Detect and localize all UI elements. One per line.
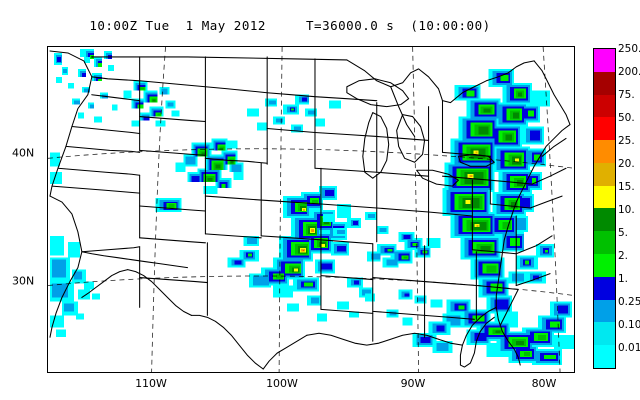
map-canvas bbox=[48, 47, 574, 372]
precipitation-field bbox=[49, 48, 574, 366]
colorbar-band-50 bbox=[594, 117, 615, 141]
precip-baja-pacific bbox=[49, 152, 100, 338]
y-tick-30n: 30N bbox=[12, 274, 35, 288]
colorbar-band-250 bbox=[594, 49, 615, 72]
colorbar-band-001 bbox=[594, 345, 615, 368]
lat-lon-gridlines bbox=[48, 47, 574, 372]
x-tick-110w: 110W bbox=[135, 377, 167, 390]
colorbar-band-10 bbox=[594, 208, 615, 232]
colorbar-label-5: 5. bbox=[618, 227, 629, 239]
colorbar-band-010 bbox=[594, 322, 615, 346]
colorbar-label-250: 250. bbox=[618, 43, 640, 55]
x-tick-100w: 100W bbox=[266, 377, 298, 390]
colorbar-band-2 bbox=[594, 254, 615, 277]
colorbar-label-010: 0.10 bbox=[618, 319, 640, 331]
x-tick-90w: 90W bbox=[400, 377, 426, 390]
colorbar-band-75 bbox=[594, 94, 615, 118]
colorbar-label-1: 1. bbox=[618, 273, 629, 285]
precip-ohio-valley bbox=[346, 231, 441, 298]
colorbar-label-10: 10. bbox=[618, 204, 635, 216]
precip-colorado-rockies bbox=[155, 138, 244, 212]
precip-midwest-scattered bbox=[247, 94, 443, 326]
colorbar-label-15: 15. bbox=[618, 181, 635, 193]
precip-kansas-oklahoma-convection bbox=[227, 186, 351, 298]
colorbar-label-20: 20. bbox=[618, 158, 635, 170]
precip-pacific-northwest bbox=[53, 48, 118, 123]
colorbar-band-20 bbox=[594, 162, 615, 186]
colorbar-label-75: 75. bbox=[618, 89, 635, 101]
map-plot-area bbox=[47, 46, 575, 373]
colorbar-band-025 bbox=[594, 299, 615, 323]
colorbar-band-5 bbox=[594, 231, 615, 255]
colorbar-band-15 bbox=[594, 185, 615, 209]
colorbar-band-200 bbox=[594, 71, 615, 95]
colorbar-label-2: 2. bbox=[618, 250, 629, 262]
x-tick-80w: 80W bbox=[531, 377, 557, 390]
precipitation-colorbar bbox=[593, 48, 616, 369]
colorbar-band-25 bbox=[594, 140, 615, 163]
colorbar-label-001: 0.01 bbox=[618, 342, 640, 354]
great-lakes-outline bbox=[346, 78, 495, 187]
y-tick-40n: 40N bbox=[12, 146, 35, 160]
precip-idaho-montana bbox=[123, 80, 180, 127]
colorbar-label-025: 0.25 bbox=[618, 296, 640, 308]
colorbar-label-200: 200. bbox=[618, 66, 640, 78]
state-boundaries bbox=[49, 50, 571, 370]
precip-northeast-midatlantic bbox=[442, 68, 555, 328]
colorbar-label-25: 25. bbox=[618, 135, 635, 147]
figure-title: 10:00Z Tue 1 May 2012 T=36000.0 s (10:00… bbox=[89, 18, 491, 33]
colorbar-label-50: 50. bbox=[618, 112, 635, 124]
colorbar-band-1 bbox=[594, 276, 615, 300]
